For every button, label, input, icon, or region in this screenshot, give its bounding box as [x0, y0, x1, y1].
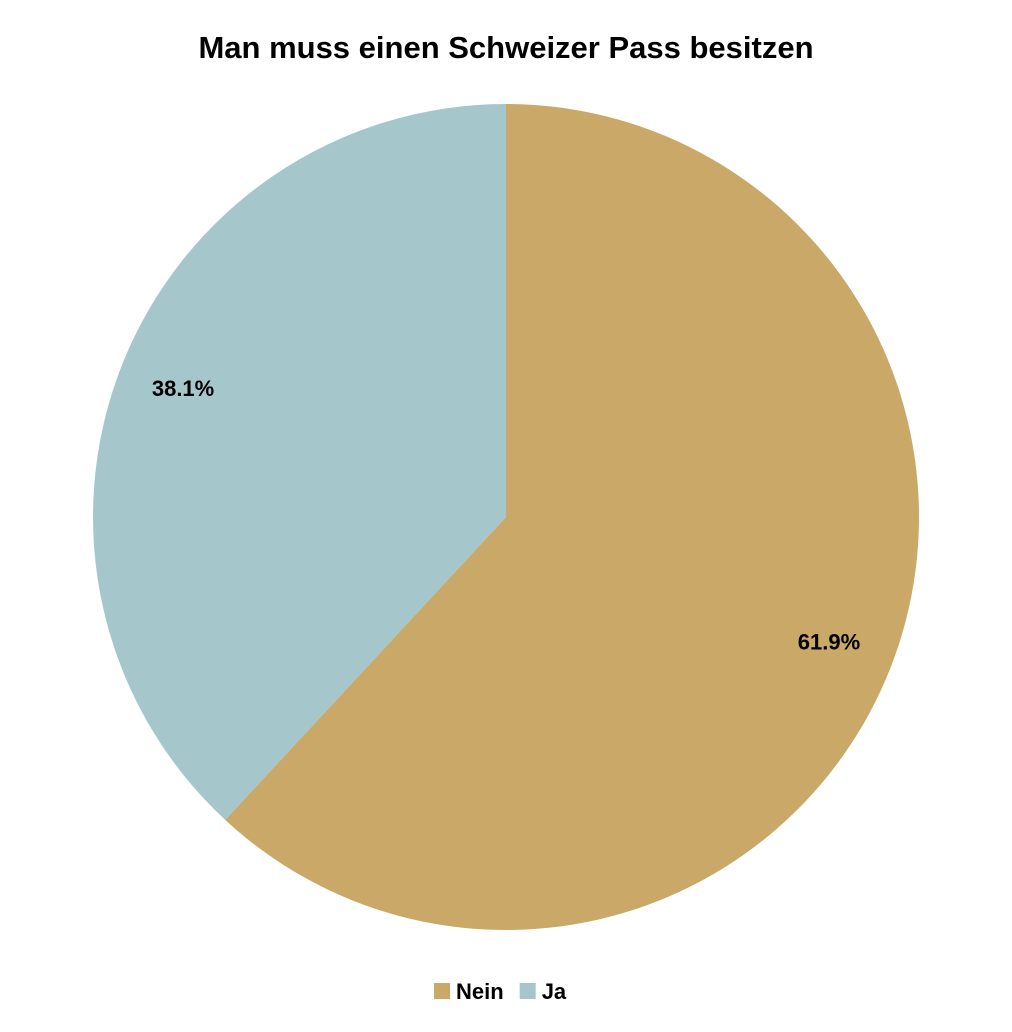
legend-swatch [434, 983, 450, 999]
data-label: 38.1% [152, 376, 214, 401]
legend-label: Nein [456, 979, 504, 1004]
legend-swatch [519, 983, 536, 999]
data-label: 61.9% [798, 630, 860, 655]
legend-label: Ja [542, 979, 567, 1004]
chart-title: Man muss einen Schweizer Pass besitzen [198, 30, 813, 65]
pie-slice [92, 104, 506, 820]
pie-slice [225, 104, 919, 930]
